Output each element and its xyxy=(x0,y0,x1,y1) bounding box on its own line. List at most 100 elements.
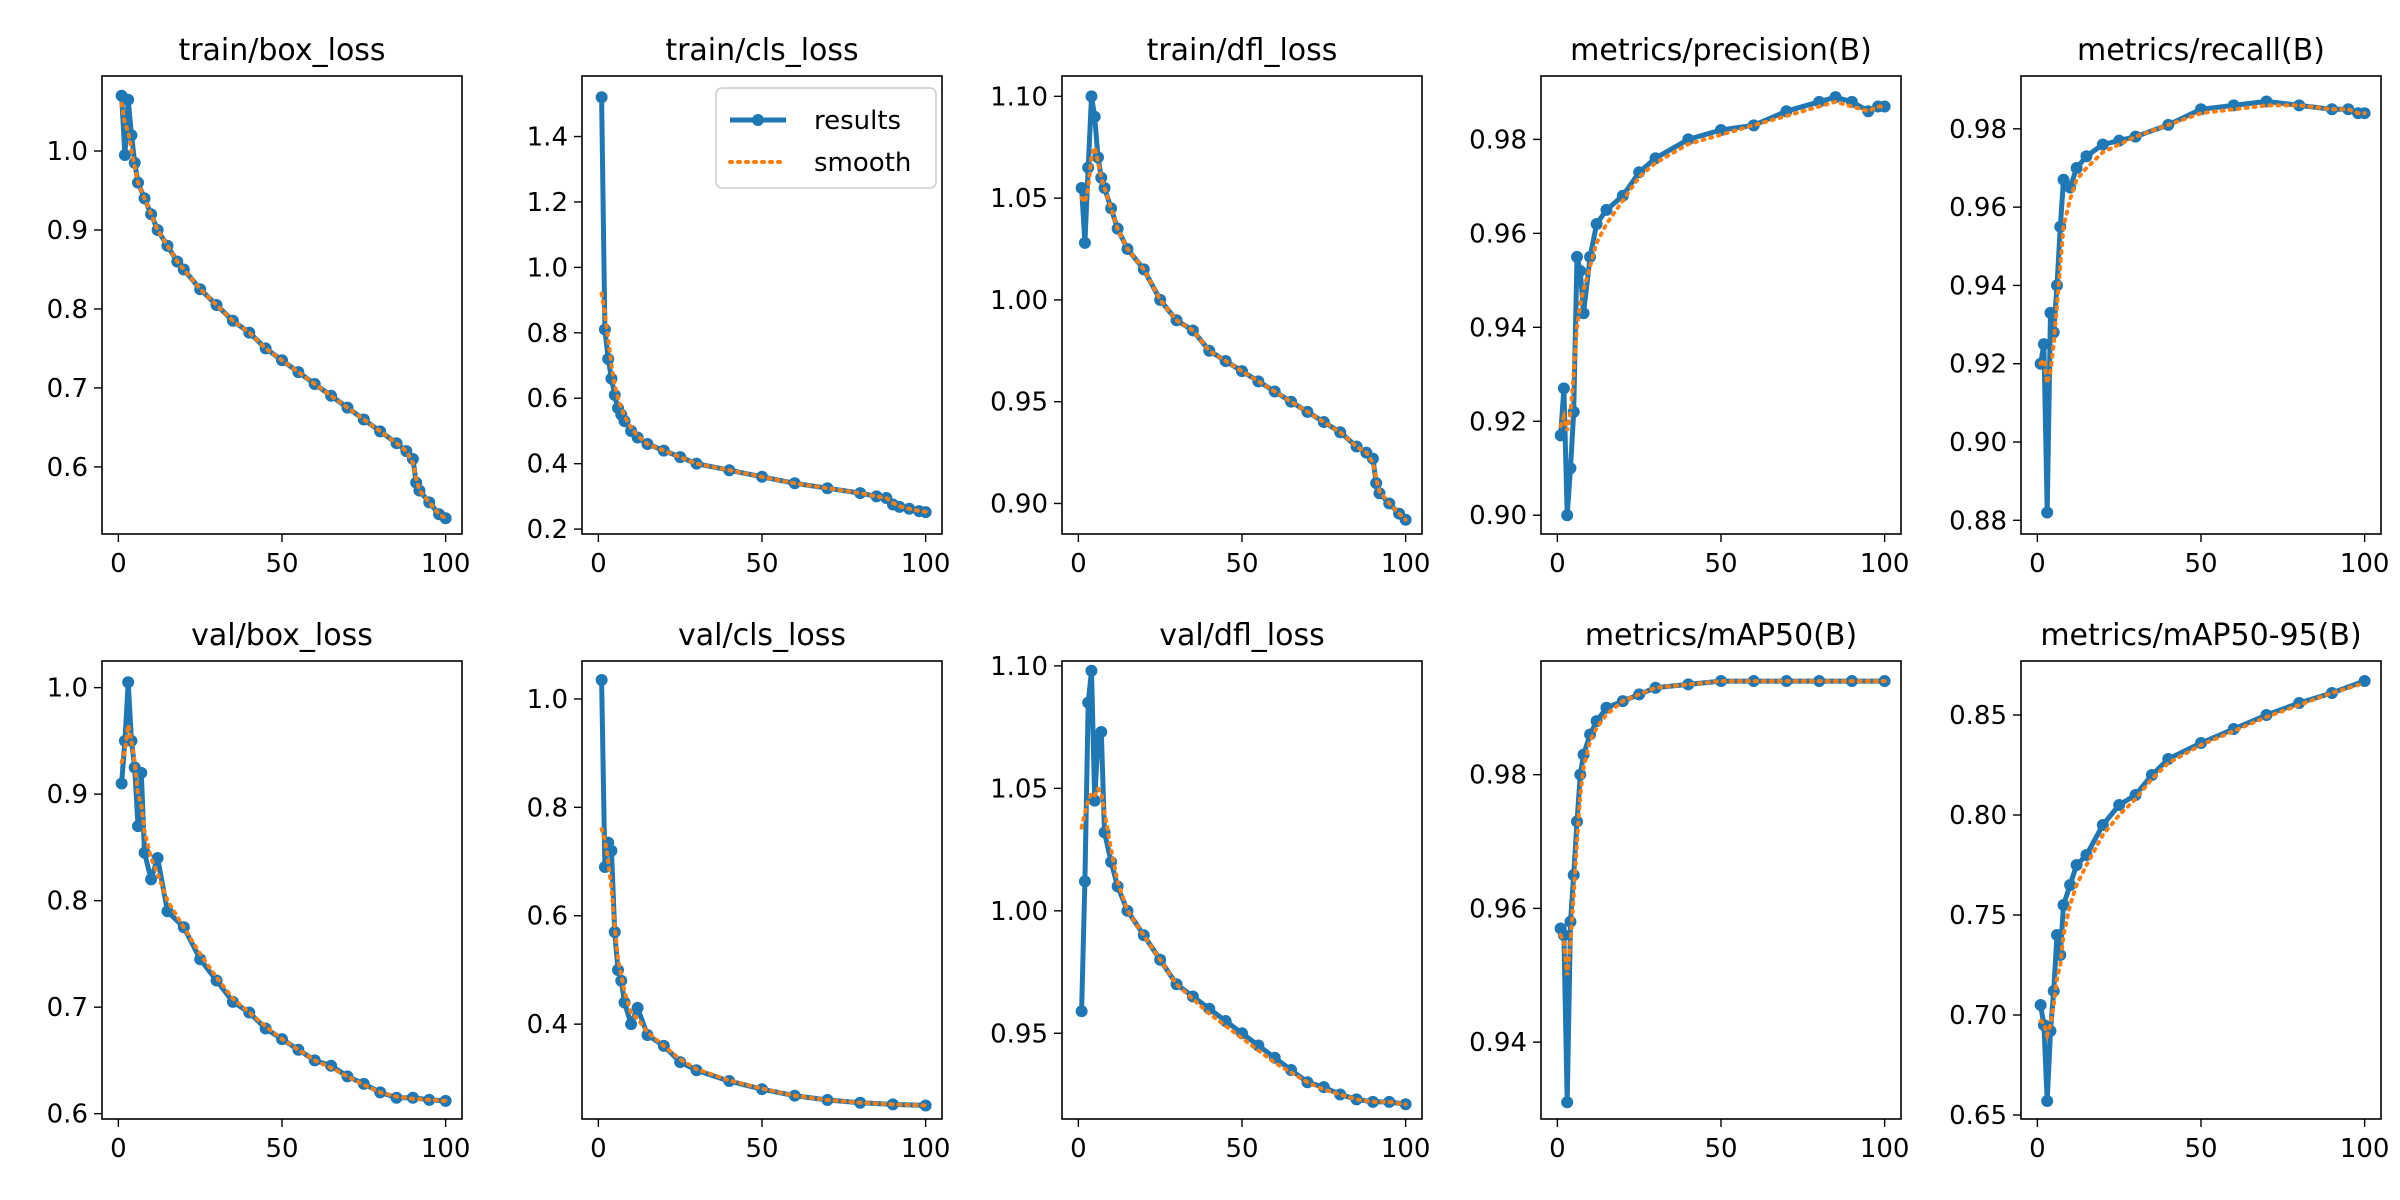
y-tick-label: 0.4 xyxy=(527,450,568,480)
results-series-line xyxy=(1558,94,1888,518)
results-data-point xyxy=(1075,181,1088,194)
panel-title: metrics/precision(B) xyxy=(1570,33,1872,68)
results-data-point xyxy=(631,1001,644,1014)
smooth-series-line xyxy=(1079,784,1408,1107)
x-tick-label: 100 xyxy=(1860,1134,1910,1164)
y-tick-label: 0.96 xyxy=(1949,193,2007,223)
plot-frame xyxy=(581,75,943,535)
y-tick-label: 0.6 xyxy=(527,384,568,414)
panel-title: metrics/recall(B) xyxy=(2077,33,2325,68)
results-data-point xyxy=(1829,91,1842,104)
results-data-point xyxy=(145,873,158,886)
results-data-point xyxy=(2096,138,2109,151)
y-tick-label: 0.94 xyxy=(1469,1028,1527,1058)
panel-train-cls-loss: train/cls_loss 0 50 100 0.2 0.4 0.6 0.8 1.0 1.2 1.… xyxy=(527,33,951,579)
smooth-series-line xyxy=(599,827,928,1108)
results-data-point xyxy=(1878,100,1891,113)
panel-metrics-recall-b: metrics/recall(B) 0 50 100 0.88 0.90 0.92 0.94 0… xyxy=(1949,33,2389,579)
results-data-point xyxy=(1334,1088,1347,1101)
plot-frame xyxy=(581,660,943,1120)
plot-frame xyxy=(2020,660,2382,1120)
y-tick-label: 0.6 xyxy=(47,453,88,483)
y-tick-label: 0.2 xyxy=(527,515,568,545)
results-data-point xyxy=(2034,999,2047,1011)
y-tick-label: 0.98 xyxy=(1469,761,1527,791)
results-data-point xyxy=(1088,110,1101,123)
panel-train-box-loss: train/box_loss 0 50 100 0.6 0.7 0.8 0.9 1.0 xyxy=(47,33,471,579)
results-data-point xyxy=(1557,382,1570,395)
panel-val-dfl-loss: val/dfl_loss 0 50 100 0.95 1.00 1.05 1.10 xyxy=(990,618,1430,1164)
y-tick-label: 1.00 xyxy=(990,286,1048,316)
results-data-point xyxy=(854,487,867,500)
panel-train-dfl-loss: train/dfl_loss 0 50 100 0.90 0.95 1.00 1.05 1.10 xyxy=(990,33,1430,579)
results-data-point xyxy=(2113,799,2126,811)
results-data-point xyxy=(2064,879,2077,891)
x-tick-label: 0 xyxy=(1070,1134,1087,1164)
y-tick-label: 0.7 xyxy=(47,374,88,404)
results-data-point xyxy=(439,512,452,525)
y-tick-label: 0.95 xyxy=(990,388,1048,418)
x-tick-label: 100 xyxy=(1860,549,1910,579)
y-tick-label: 0.96 xyxy=(1469,894,1527,924)
smooth-series-line xyxy=(599,291,928,514)
x-tick-label: 100 xyxy=(1381,1134,1431,1164)
results-data-point xyxy=(2070,859,2083,871)
y-tick-label: 0.65 xyxy=(1949,1101,2007,1131)
y-tick-label: 0.8 xyxy=(47,295,88,325)
smooth-series-line xyxy=(1079,139,1408,522)
x-tick-label: 50 xyxy=(1704,549,1737,579)
results-series-line xyxy=(1558,678,1888,1105)
x-tick-label: 50 xyxy=(1704,1134,1737,1164)
results-data-point xyxy=(122,93,135,106)
y-tick-label: 0.90 xyxy=(1469,501,1527,531)
results-data-point xyxy=(1085,664,1098,677)
results-data-point xyxy=(1252,1039,1265,1052)
results-data-point xyxy=(2358,675,2371,687)
x-tick-label: 100 xyxy=(2340,549,2390,579)
smooth-series-line xyxy=(119,101,448,521)
results-data-point xyxy=(2041,1095,2054,1107)
smooth-series-line xyxy=(2038,681,2367,1042)
y-tick-label: 0.9 xyxy=(47,216,88,246)
y-tick-label: 0.9 xyxy=(47,780,88,810)
x-tick-label: 100 xyxy=(421,549,471,579)
y-tick-label: 0.75 xyxy=(1949,901,2007,931)
results-data-point xyxy=(2057,899,2070,911)
results-data-point xyxy=(118,148,131,161)
x-tick-label: 50 xyxy=(745,549,778,579)
y-tick-label: 0.85 xyxy=(1949,701,2007,731)
plot-frame xyxy=(1061,75,1423,535)
y-tick-label: 1.4 xyxy=(527,123,568,153)
results-series-line xyxy=(1079,668,1409,1107)
panel-title: train/dfl_loss xyxy=(1147,33,1338,68)
results-data-point xyxy=(226,995,239,1008)
results-data-point xyxy=(1078,236,1091,249)
results-data-point xyxy=(1682,133,1695,146)
results-data-point xyxy=(1082,696,1095,709)
legend-results-marker xyxy=(752,114,764,126)
panel-title: val/cls_loss xyxy=(678,618,846,653)
x-tick-label: 0 xyxy=(2029,549,2046,579)
results-data-point xyxy=(1561,509,1574,522)
results-data-point xyxy=(641,1028,654,1041)
results-data-point xyxy=(2037,338,2050,351)
results-series-line xyxy=(599,677,929,1108)
x-tick-label: 50 xyxy=(2184,549,2217,579)
y-tick-label: 0.6 xyxy=(47,1100,88,1130)
panel-title: metrics/mAP50(B) xyxy=(1585,618,1857,653)
results-data-point xyxy=(1600,203,1613,216)
y-tick-label: 0.98 xyxy=(1469,125,1527,155)
results-data-point xyxy=(194,953,207,966)
results-data-point xyxy=(1574,264,1587,277)
panel-val-box-loss: val/box_loss 0 50 100 0.6 0.7 0.8 0.9 1.0 xyxy=(47,618,471,1164)
y-tick-label: 0.8 xyxy=(527,793,568,823)
results-series-line xyxy=(1079,93,1409,523)
results-data-point xyxy=(138,846,151,859)
x-tick-label: 100 xyxy=(901,549,951,579)
x-tick-label: 50 xyxy=(2184,1134,2217,1164)
y-tick-label: 1.10 xyxy=(990,652,1048,682)
panel-title: val/dfl_loss xyxy=(1159,618,1324,653)
results-data-point xyxy=(595,91,608,104)
plot-frame xyxy=(1540,75,1902,535)
